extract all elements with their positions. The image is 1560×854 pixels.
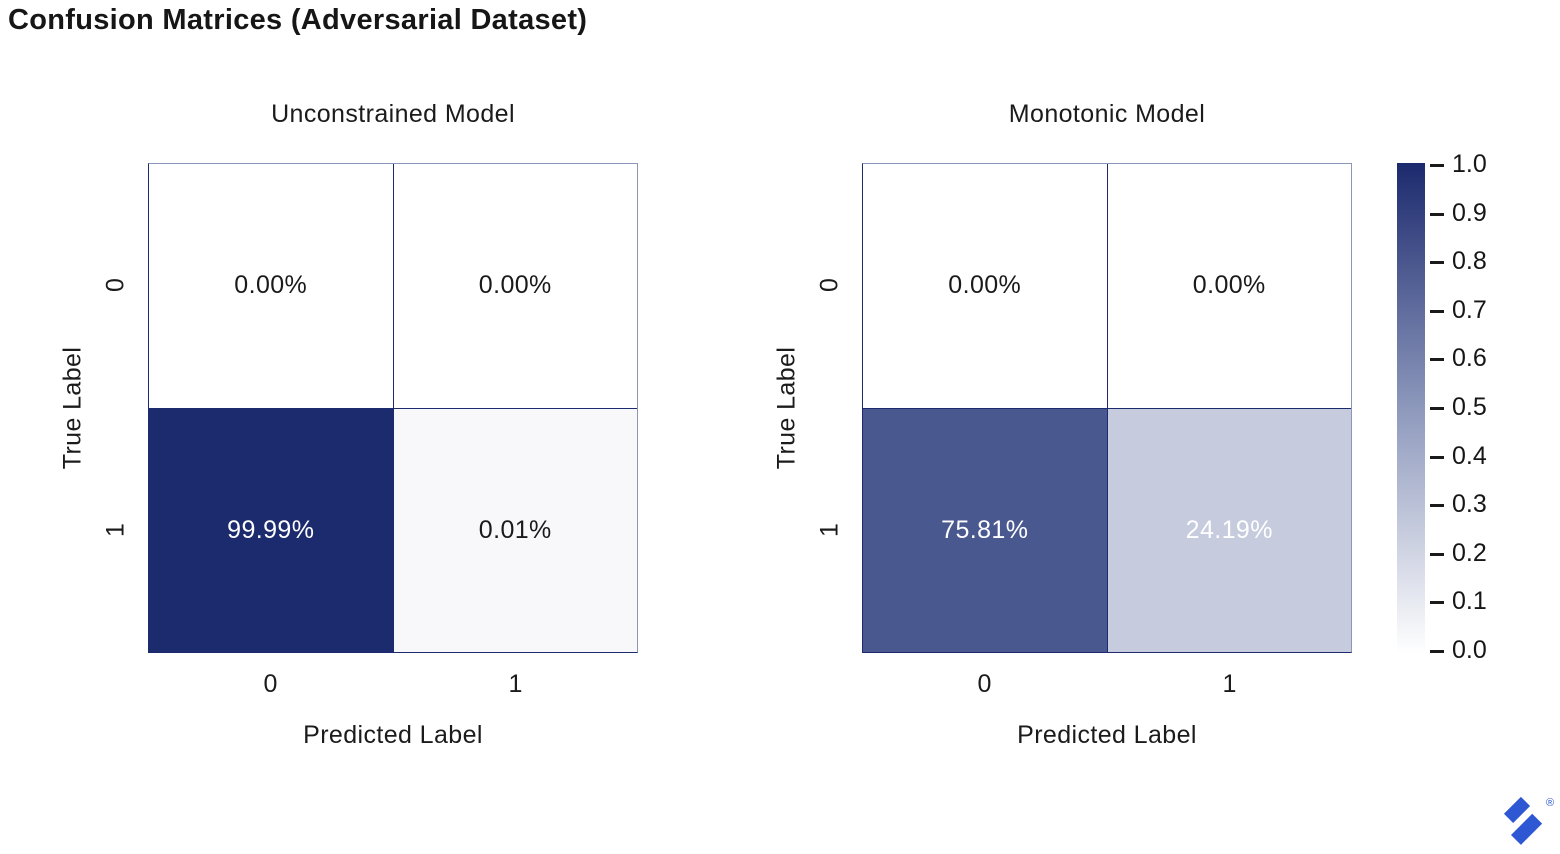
heatmap-cell: 75.81% bbox=[863, 408, 1107, 652]
subplot-title-monotonic: Monotonic Model bbox=[1008, 100, 1206, 128]
colorbar-tick-label: 0.8 bbox=[1452, 247, 1487, 275]
heatmap-monotonic: 0.00% 0.00% 75.81% 24.19% bbox=[862, 163, 1352, 653]
heatmap-cell: 0.00% bbox=[863, 164, 1107, 408]
colorbar-tick-label: 0.1 bbox=[1452, 587, 1487, 615]
colorbar-tick-label: 0.4 bbox=[1452, 442, 1487, 470]
colorbar-tick-label: 0.7 bbox=[1452, 296, 1487, 324]
colorbar-tick-mark bbox=[1430, 261, 1444, 264]
colorbar-tick-mark bbox=[1430, 504, 1444, 507]
heatmap-cell: 0.00% bbox=[1107, 164, 1351, 408]
heatmap-unconstrained: 0.00% 0.00% 99.99% 0.01% bbox=[148, 163, 638, 653]
y-axis-label: True Label bbox=[772, 346, 801, 470]
heatmap-cell: 0.01% bbox=[393, 408, 637, 652]
colorbar-tick-mark bbox=[1430, 601, 1444, 604]
colorbar-tick-mark bbox=[1430, 553, 1444, 556]
heatmap-cell: 0.00% bbox=[149, 164, 393, 408]
colorbar-tick-mark bbox=[1430, 310, 1444, 313]
colorbar-tick-label: 0.0 bbox=[1452, 636, 1487, 664]
x-tick-label: 0 bbox=[977, 670, 992, 698]
toptal-logo-mark bbox=[1503, 796, 1543, 845]
x-axis-label: Predicted Label bbox=[1017, 721, 1197, 749]
colorbar-tick-label: 0.2 bbox=[1452, 539, 1487, 567]
colorbar-tick-mark bbox=[1430, 213, 1444, 216]
y-tick-label: 0 bbox=[101, 278, 130, 292]
y-tick-label: 0 bbox=[815, 278, 844, 292]
x-axis-label: Predicted Label bbox=[303, 721, 483, 749]
x-tick-label: 1 bbox=[1222, 670, 1237, 698]
colorbar-gradient bbox=[1397, 163, 1425, 653]
toptal-logo-icon: ® bbox=[1503, 796, 1554, 845]
colorbar-tick-label: 0.6 bbox=[1452, 344, 1487, 372]
x-tick-label: 1 bbox=[508, 670, 523, 698]
colorbar-tick-label: 0.3 bbox=[1452, 490, 1487, 518]
x-tick-label: 0 bbox=[263, 670, 278, 698]
registered-trademark: ® bbox=[1546, 797, 1554, 809]
colorbar-tick-label: 1.0 bbox=[1452, 150, 1487, 178]
heatmap-cell: 99.99% bbox=[149, 408, 393, 652]
colorbar-tick-mark bbox=[1430, 456, 1444, 459]
colorbar-tick-mark bbox=[1430, 650, 1444, 653]
y-tick-label: 1 bbox=[101, 523, 130, 537]
subplot-title-unconstrained: Unconstrained Model bbox=[271, 100, 515, 128]
colorbar-tick-label: 0.9 bbox=[1452, 199, 1487, 227]
heatmap-cell: 0.00% bbox=[393, 164, 637, 408]
colorbar-tick-mark bbox=[1430, 358, 1444, 361]
colorbar-tick-mark bbox=[1430, 164, 1444, 167]
y-tick-label: 1 bbox=[815, 523, 844, 537]
figure-title: Confusion Matrices (Adversarial Dataset) bbox=[8, 4, 588, 36]
y-axis-label: True Label bbox=[58, 346, 87, 470]
colorbar-tick-mark bbox=[1430, 407, 1444, 410]
heatmap-cell: 24.19% bbox=[1107, 408, 1351, 652]
colorbar-tick-label: 0.5 bbox=[1452, 393, 1487, 421]
